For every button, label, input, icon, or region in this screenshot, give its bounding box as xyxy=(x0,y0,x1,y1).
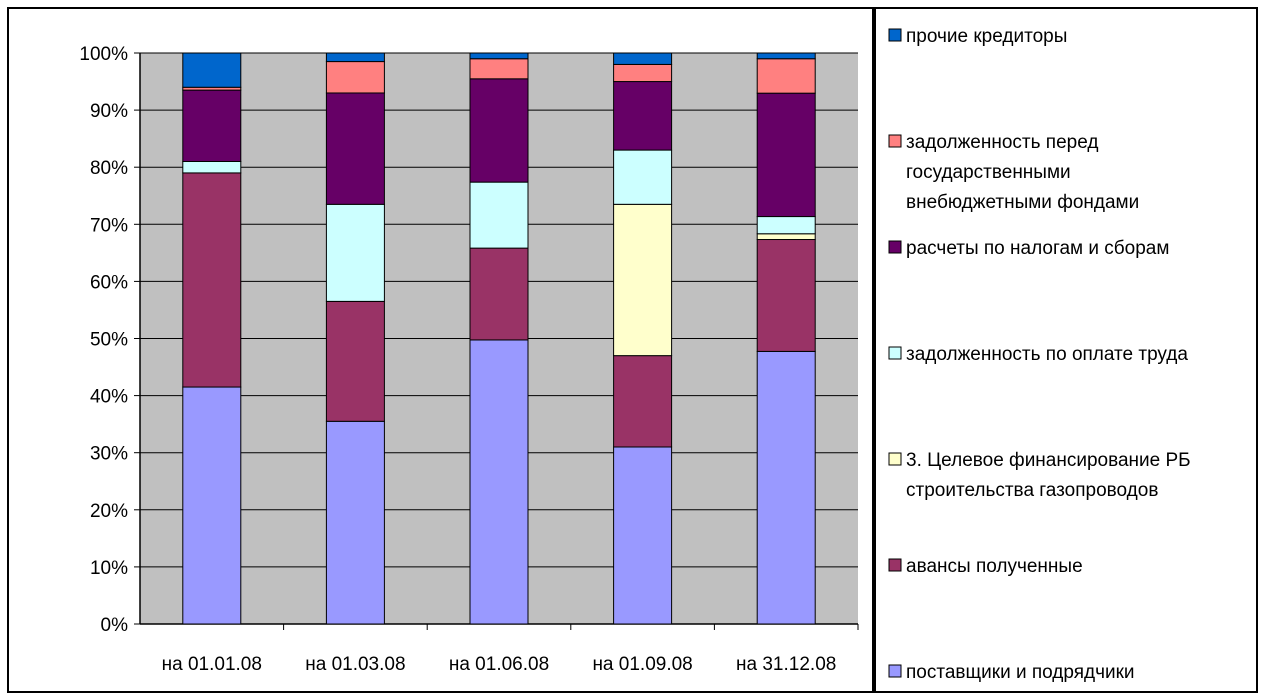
bar-segment xyxy=(756,239,816,352)
legend-swatch xyxy=(888,28,902,42)
legend-swatch xyxy=(888,346,902,360)
y-tick-label: 100% xyxy=(79,44,128,65)
legend-label: прочие кредиторы xyxy=(906,26,1067,47)
bar-segment xyxy=(469,58,529,80)
y-tick-label: 70% xyxy=(90,215,128,236)
x-tick-label: на 01.06.08 xyxy=(449,654,549,675)
bar-segment xyxy=(325,52,385,63)
y-tick-label: 60% xyxy=(90,272,128,293)
legend-label: поставщики и подрядчики xyxy=(906,662,1135,683)
legend-swatch xyxy=(888,664,902,678)
bar-segment xyxy=(469,78,529,183)
legend-label: строительства газопроводов xyxy=(906,480,1158,501)
bar-segment xyxy=(613,203,673,357)
y-tick-label: 0% xyxy=(101,615,129,636)
bar-segment xyxy=(613,81,673,151)
y-tick-label: 50% xyxy=(90,330,128,351)
legend-label: внебюджетными фондами xyxy=(906,192,1139,213)
bar-segment xyxy=(469,339,529,625)
y-tick-label: 30% xyxy=(90,444,128,465)
x-tick-label: на 31.12.08 xyxy=(736,654,836,675)
plot-area: 0% 10% 20% 30% 40% 50% 60% 70% 80% 90% 100% на 01.0… xyxy=(79,44,859,675)
bar-segment xyxy=(325,61,385,94)
bar-segment xyxy=(613,63,673,83)
legend-label: 3. Целевое финансирование РБ xyxy=(906,450,1191,471)
bar-segment xyxy=(182,52,242,88)
bar-segment xyxy=(613,52,673,65)
x-tick-label: на 01.09.08 xyxy=(592,654,692,675)
legend-label: задолженность перед xyxy=(906,132,1098,153)
bar-segment xyxy=(469,52,529,60)
bar-segment xyxy=(613,149,673,205)
legend-label: задолженность по оплате труда xyxy=(906,344,1188,365)
legend-swatch xyxy=(888,134,902,148)
legend: прочие кредиторы задолженность перед госуд… xyxy=(888,26,1191,683)
bar-segment xyxy=(756,233,816,241)
y-tick-label: 80% xyxy=(90,158,128,179)
bar-segment xyxy=(182,172,242,388)
y-tick-label: 10% xyxy=(90,558,128,579)
bar-segment xyxy=(325,203,385,302)
bar-segment xyxy=(756,350,816,625)
bar-segment xyxy=(613,355,673,448)
y-tick-label: 40% xyxy=(90,387,128,408)
x-tick-label: на 01.03.08 xyxy=(305,654,405,675)
bar-segment xyxy=(325,92,385,205)
x-tick-label: на 01.01.08 xyxy=(162,654,262,675)
bar-segment xyxy=(182,160,242,174)
bar-segment xyxy=(756,216,816,235)
legend-frame xyxy=(874,7,1258,693)
bar-segment xyxy=(756,58,816,94)
bar-segment xyxy=(325,300,385,422)
bar-segment xyxy=(469,247,529,341)
y-tick-label: 90% xyxy=(90,101,128,122)
bar-segment xyxy=(182,89,242,162)
bar-segment xyxy=(613,446,673,625)
bar-segment xyxy=(182,386,242,625)
legend-swatch xyxy=(888,240,902,254)
bar-segment xyxy=(756,92,816,218)
bar-segment xyxy=(325,420,385,625)
legend-label: расчеты по налогам и сборам xyxy=(906,238,1169,259)
bar-segment xyxy=(756,52,816,60)
legend-label: государственными xyxy=(906,162,1071,183)
legend-swatch xyxy=(888,558,902,572)
legend-swatch xyxy=(888,452,902,466)
bar-segment xyxy=(469,181,529,249)
y-tick-label: 20% xyxy=(90,501,128,522)
legend-label: авансы полученные xyxy=(906,556,1083,577)
